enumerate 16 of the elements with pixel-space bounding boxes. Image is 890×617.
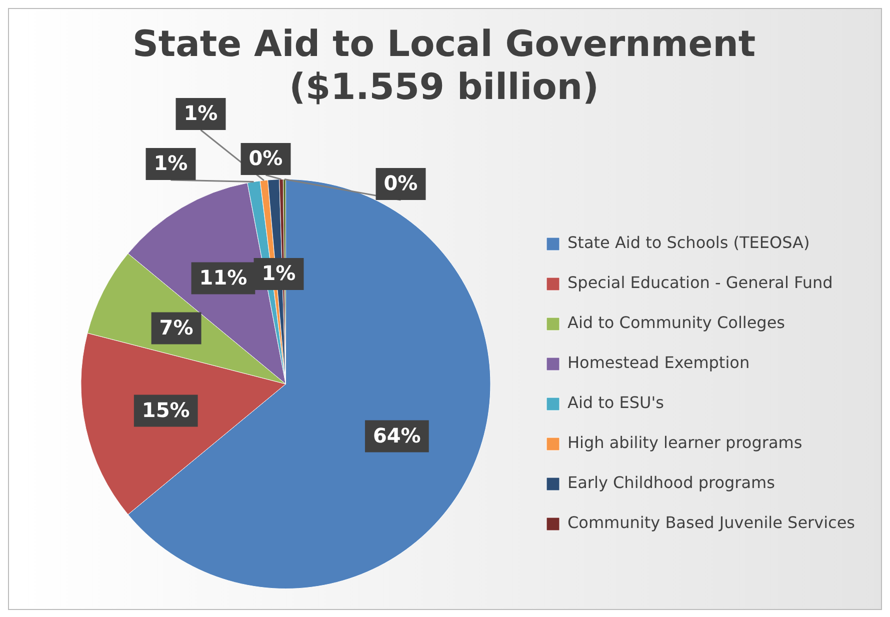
data-label: 1% bbox=[262, 261, 296, 286]
legend-label: Aid to Community Colleges bbox=[568, 313, 786, 332]
data-label: 15% bbox=[142, 398, 190, 422]
legend-label: High ability learner programs bbox=[568, 433, 802, 452]
legend-label: Early Childhood programs bbox=[568, 473, 775, 492]
legend-label: Homestead Exemption bbox=[568, 353, 750, 372]
legend-label: State Aid to Schools (TEEOSA) bbox=[568, 233, 810, 252]
legend-label: Community Based Juvenile Services bbox=[568, 513, 856, 532]
data-label: 64% bbox=[372, 424, 421, 448]
data-label: 0% bbox=[248, 146, 283, 170]
legend-label: Special Education - General Fund bbox=[568, 273, 833, 292]
data-label: 1% bbox=[154, 151, 188, 176]
data-label: 0% bbox=[384, 171, 418, 196]
legend-label: Aid to ESU's bbox=[568, 393, 664, 412]
data-label: 7% bbox=[159, 315, 194, 340]
data-label: 11% bbox=[199, 265, 248, 290]
